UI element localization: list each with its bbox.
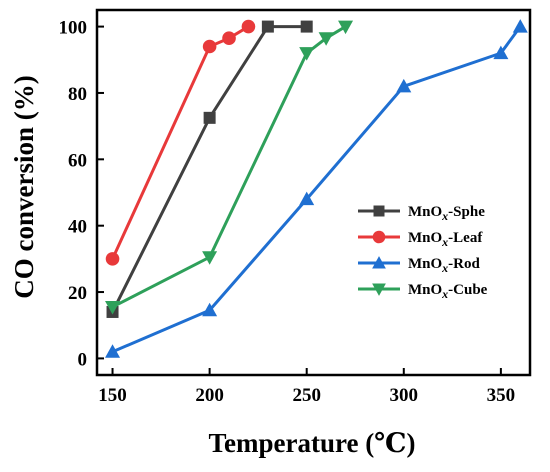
x-tick-label: 200 — [195, 385, 224, 406]
x-tick-label: 300 — [390, 385, 419, 406]
y-tick-label: 60 — [68, 150, 87, 171]
x-tick-label: 350 — [487, 385, 516, 406]
x-axis-title: Temperature (℃) — [208, 428, 415, 458]
data-point — [338, 20, 354, 35]
y-axis-title: CO conversion (%) — [9, 75, 39, 298]
y-tick-label: 20 — [68, 283, 87, 304]
y-tick-label: 100 — [59, 18, 88, 39]
data-point — [261, 20, 274, 33]
legend-marker — [372, 230, 386, 244]
series-line — [111, 25, 307, 313]
x-tick-label: 150 — [98, 385, 127, 406]
data-point — [299, 191, 315, 206]
legend: MnOx-Sphe MnOx-Leaf MnOx-Rod MnOx-Cube — [358, 204, 488, 301]
data-point — [493, 45, 509, 60]
series-sphe — [106, 20, 313, 318]
data-point — [300, 20, 313, 33]
legend-label: MnOx-Rod — [408, 256, 480, 275]
legend-item: MnOx-Rod — [358, 256, 480, 275]
series-line — [111, 25, 522, 354]
series-layer — [105, 19, 528, 358]
legend-label: MnOx-Sphe — [408, 204, 485, 223]
axes-layer: 150 200 250 300 350 0 20 40 60 80 100 — [59, 8, 532, 406]
series-cube — [105, 20, 354, 315]
data-point — [512, 19, 528, 33]
legend-marker — [372, 283, 386, 296]
data-point — [299, 47, 315, 61]
y-tick-label: 0 — [78, 349, 88, 370]
series-rod — [105, 19, 528, 358]
series-line — [111, 25, 347, 309]
series-line — [111, 25, 250, 260]
data-point — [105, 344, 121, 358]
y-tick-label: 80 — [68, 84, 87, 105]
data-point — [318, 32, 334, 46]
legend-item: MnOx-Sphe — [358, 204, 485, 223]
legend-item: MnOx-Cube — [358, 282, 488, 301]
data-point — [105, 252, 120, 266]
data-point — [202, 302, 218, 317]
legend-marker — [372, 256, 386, 269]
data-point — [222, 31, 236, 46]
data-point — [202, 251, 218, 265]
data-point — [241, 19, 256, 34]
y-tick-label: 40 — [68, 217, 87, 238]
data-point — [105, 300, 121, 315]
legend-item: MnOx-Leaf — [358, 230, 483, 249]
legend-label: MnOx-Cube — [408, 282, 488, 301]
x-tick-label: 250 — [292, 385, 321, 406]
data-point — [203, 111, 216, 124]
data-point — [396, 78, 412, 93]
legend-marker — [373, 205, 385, 217]
data-point — [202, 39, 217, 54]
series-leaf — [105, 19, 256, 266]
legend-label: MnOx-Leaf — [408, 230, 483, 249]
plot-frame — [95, 8, 532, 377]
